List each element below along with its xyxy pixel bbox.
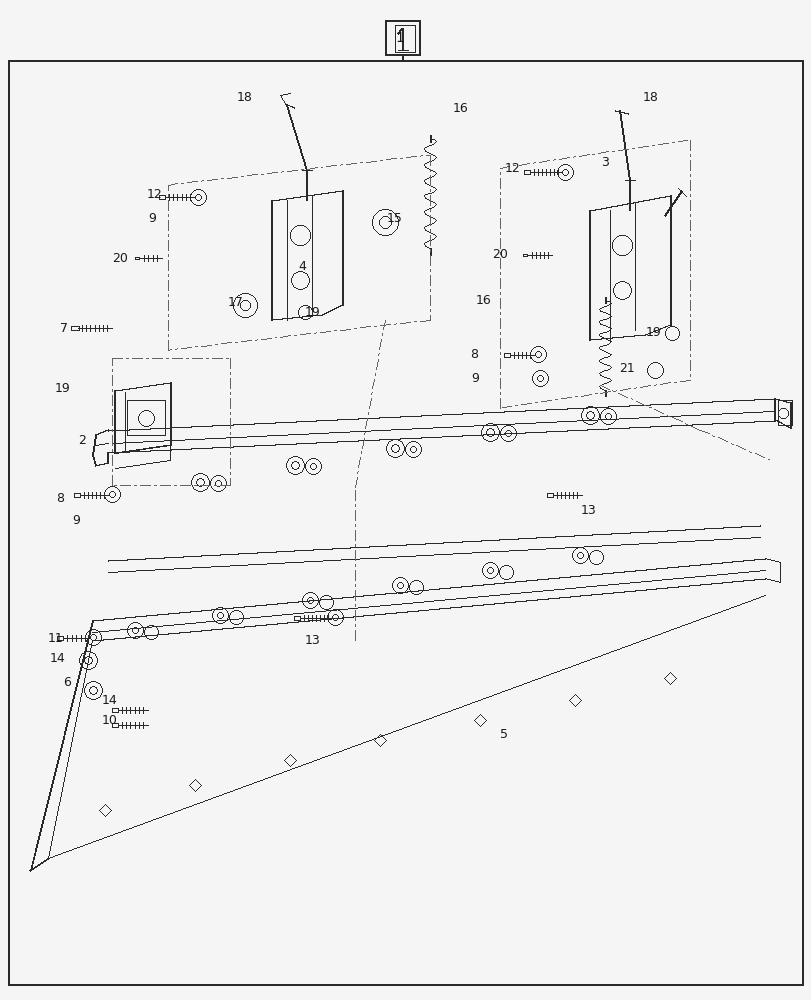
Text: 20: 20	[112, 251, 127, 264]
Text: 21: 21	[618, 361, 634, 374]
Text: 12: 12	[147, 188, 162, 200]
Text: 19: 19	[55, 381, 71, 394]
Text: 17: 17	[228, 296, 243, 308]
Text: 13: 13	[581, 504, 596, 516]
Text: 19: 19	[646, 326, 661, 338]
Text: 10: 10	[102, 714, 118, 726]
Text: 1: 1	[395, 31, 404, 45]
Text: 8: 8	[56, 491, 64, 504]
Text: 16: 16	[453, 102, 468, 115]
Text: 6: 6	[63, 676, 71, 688]
Text: 19: 19	[305, 306, 320, 320]
Text: 2: 2	[78, 434, 86, 446]
Text: 4: 4	[298, 260, 306, 273]
Text: 14: 14	[102, 694, 118, 706]
Text: 3: 3	[600, 156, 608, 169]
Text: 5: 5	[500, 728, 508, 742]
Text: 7: 7	[60, 322, 68, 334]
Text: 11: 11	[48, 632, 64, 645]
Text: 12: 12	[504, 162, 520, 175]
Text: 18: 18	[642, 91, 658, 104]
Text: 18: 18	[237, 91, 252, 104]
Text: 16: 16	[475, 294, 491, 306]
Text: 20: 20	[491, 248, 507, 261]
Text: 8: 8	[470, 349, 478, 361]
Text: 14: 14	[50, 652, 66, 664]
Text: 9: 9	[470, 371, 478, 384]
Text: 13: 13	[305, 634, 320, 647]
Text: 15: 15	[387, 212, 402, 225]
Text: 9: 9	[72, 514, 79, 526]
Text: 9: 9	[148, 212, 156, 225]
